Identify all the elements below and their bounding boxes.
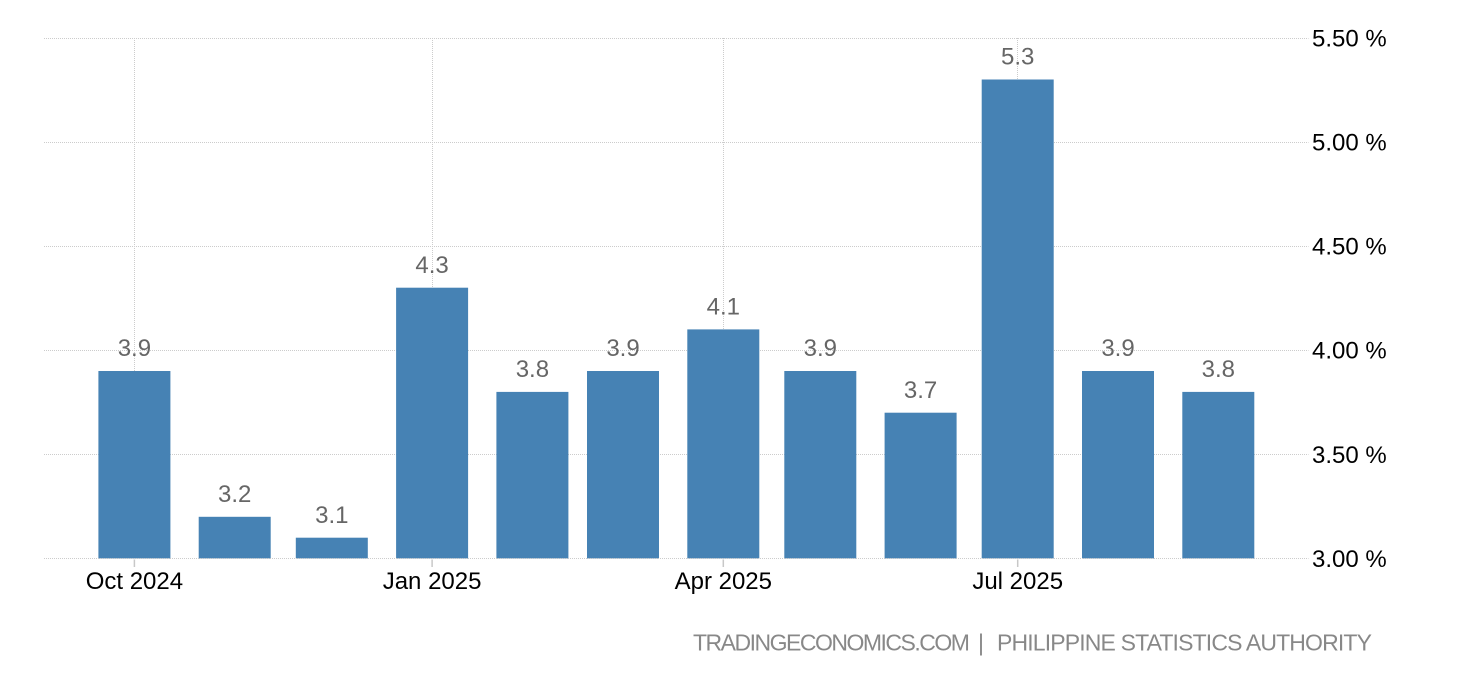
svg-text:Apr 2025: Apr 2025: [675, 568, 772, 595]
svg-text:3.7: 3.7: [904, 377, 937, 404]
svg-text:|: |: [978, 629, 984, 655]
svg-text:Jul 2025: Jul 2025: [972, 568, 1063, 595]
svg-text:PHILIPPINE STATISTICS AUTHORIT: PHILIPPINE STATISTICS AUTHORITY: [997, 629, 1372, 655]
svg-text:4.50 %: 4.50 %: [1312, 234, 1387, 261]
svg-text:3.50 %: 3.50 %: [1312, 442, 1387, 469]
svg-text:3.8: 3.8: [1202, 356, 1235, 383]
svg-text:3.00 %: 3.00 %: [1312, 546, 1387, 573]
svg-text:Jan 2025: Jan 2025: [383, 568, 482, 595]
svg-text:3.9: 3.9: [804, 335, 837, 362]
svg-text:3.9: 3.9: [606, 335, 639, 362]
svg-text:3.9: 3.9: [1101, 335, 1134, 362]
svg-text:4.00 %: 4.00 %: [1312, 338, 1387, 365]
svg-text:TRADINGECONOMICS.COM: TRADINGECONOMICS.COM: [693, 629, 969, 655]
svg-text:3.1: 3.1: [315, 502, 348, 529]
svg-text:5.50 %: 5.50 %: [1312, 25, 1387, 52]
svg-text:5.00 %: 5.00 %: [1312, 129, 1387, 156]
svg-text:4.3: 4.3: [415, 252, 448, 279]
svg-text:4.1: 4.1: [707, 294, 740, 321]
svg-text:3.8: 3.8: [516, 356, 549, 383]
svg-text:5.3: 5.3: [1001, 44, 1034, 71]
svg-text:3.2: 3.2: [218, 481, 251, 508]
svg-text:3.9: 3.9: [118, 335, 151, 362]
svg-text:Oct 2024: Oct 2024: [86, 568, 183, 595]
